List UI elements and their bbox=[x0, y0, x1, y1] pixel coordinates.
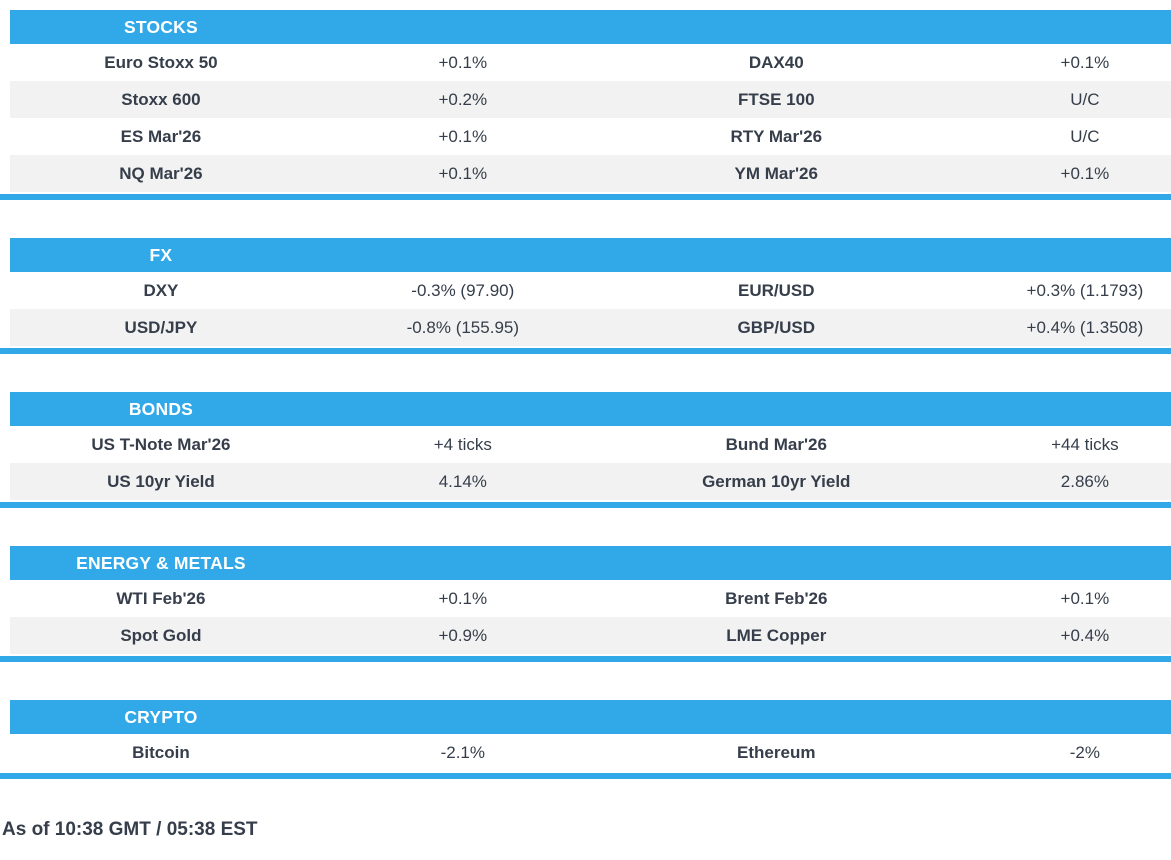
instrument-change: 4.14% bbox=[438, 471, 487, 491]
instrument-change: +0.1% bbox=[438, 588, 488, 608]
table-row: US T-Note Mar'26 +4 ticks Bund Mar'26 +4… bbox=[10, 426, 1171, 463]
instrument-name: Ethereum bbox=[737, 742, 816, 762]
table-row: US 10yr Yield 4.14% German 10yr Yield 2.… bbox=[10, 463, 1171, 500]
instrument-name: YM Mar'26 bbox=[734, 163, 818, 183]
instrument-change: -2.1% bbox=[440, 742, 485, 762]
market-table: CRYPTO Bitcoin -2.1% Ethereum -2% bbox=[0, 700, 1171, 779]
instrument-name: GBP/USD bbox=[737, 317, 815, 337]
market-table: ENERGY & METALS WTI Feb'26 +0.1% Brent F… bbox=[0, 546, 1171, 662]
table-title: FX bbox=[149, 244, 173, 265]
instrument-change: +0.1% bbox=[438, 163, 488, 183]
instrument-change: +0.1% bbox=[1060, 163, 1110, 183]
market-table: FX DXY -0.3% (97.90) EUR/USD +0.3% (1.17… bbox=[0, 238, 1171, 354]
instrument-name: DAX40 bbox=[748, 52, 804, 72]
table-title: CRYPTO bbox=[124, 706, 198, 727]
table-row: DXY -0.3% (97.90) EUR/USD +0.3% (1.1793) bbox=[10, 272, 1171, 309]
instrument-change: +4 ticks bbox=[433, 434, 492, 454]
market-table-body: CRYPTO Bitcoin -2.1% Ethereum -2% bbox=[10, 700, 1171, 771]
instrument-change: +0.1% bbox=[1060, 588, 1110, 608]
market-table-body: STOCKS Euro Stoxx 50 +0.1% DAX40 +0.1% S… bbox=[10, 10, 1171, 192]
market-table-body: FX DXY -0.3% (97.90) EUR/USD +0.3% (1.17… bbox=[10, 238, 1171, 346]
market-table: STOCKS Euro Stoxx 50 +0.1% DAX40 +0.1% S… bbox=[0, 10, 1171, 200]
table-rows: Euro Stoxx 50 +0.1% DAX40 +0.1% Stoxx 60… bbox=[10, 44, 1171, 192]
table-rows: Bitcoin -2.1% Ethereum -2% bbox=[10, 734, 1171, 771]
table-rows: WTI Feb'26 +0.1% Brent Feb'26 +0.1% Spot… bbox=[10, 580, 1171, 654]
table-header-bar: CRYPTO bbox=[10, 700, 1171, 734]
instrument-change: -0.3% (97.90) bbox=[411, 280, 515, 300]
table-title: BONDS bbox=[128, 398, 194, 419]
instrument-name: EUR/USD bbox=[738, 280, 815, 300]
table-row: ES Mar'26 +0.1% RTY Mar'26 U/C bbox=[10, 118, 1171, 155]
market-table-body: ENERGY & METALS WTI Feb'26 +0.1% Brent F… bbox=[10, 546, 1171, 654]
instrument-change: +0.2% bbox=[438, 89, 488, 109]
instrument-change: U/C bbox=[1070, 89, 1100, 109]
market-tables: STOCKS Euro Stoxx 50 +0.1% DAX40 +0.1% S… bbox=[0, 10, 1171, 779]
instrument-name: USD/JPY bbox=[124, 317, 198, 337]
market-snapshot-page: STOCKS Euro Stoxx 50 +0.1% DAX40 +0.1% S… bbox=[0, 10, 1171, 841]
table-row: Spot Gold +0.9% LME Copper +0.4% bbox=[10, 617, 1171, 654]
instrument-name: LME Copper bbox=[726, 625, 827, 645]
table-rows: US T-Note Mar'26 +4 ticks Bund Mar'26 +4… bbox=[10, 426, 1171, 500]
instrument-change: +0.3% (1.1793) bbox=[1026, 280, 1144, 300]
table-header-bar: STOCKS bbox=[10, 10, 1171, 44]
instrument-change: -2% bbox=[1069, 742, 1100, 762]
instrument-name: Stoxx 600 bbox=[121, 89, 201, 109]
instrument-change: +0.1% bbox=[1060, 52, 1110, 72]
instrument-name: German 10yr Yield bbox=[702, 471, 851, 491]
table-header-bar: ENERGY & METALS bbox=[10, 546, 1171, 580]
instrument-change: +44 ticks bbox=[1051, 434, 1119, 454]
instrument-name: US T-Note Mar'26 bbox=[91, 434, 231, 454]
instrument-name: WTI Feb'26 bbox=[116, 588, 206, 608]
instrument-change: +0.4% (1.3508) bbox=[1026, 317, 1144, 337]
instrument-name: DXY bbox=[143, 280, 179, 300]
instrument-name: Brent Feb'26 bbox=[725, 588, 828, 608]
market-table: BONDS US T-Note Mar'26 +4 ticks Bund Mar… bbox=[0, 392, 1171, 508]
instrument-change: +0.9% bbox=[438, 625, 488, 645]
table-row: WTI Feb'26 +0.1% Brent Feb'26 +0.1% bbox=[10, 580, 1171, 617]
instrument-change: +0.1% bbox=[438, 52, 488, 72]
table-title: STOCKS bbox=[124, 16, 198, 37]
instrument-change: +0.1% bbox=[438, 126, 488, 146]
table-row: NQ Mar'26 +0.1% YM Mar'26 +0.1% bbox=[10, 155, 1171, 192]
instrument-name: Bund Mar'26 bbox=[725, 434, 827, 454]
table-row: USD/JPY -0.8% (155.95) GBP/USD +0.4% (1.… bbox=[10, 309, 1171, 346]
instrument-name: Spot Gold bbox=[120, 625, 202, 645]
instrument-name: FTSE 100 bbox=[737, 89, 815, 109]
instrument-name: NQ Mar'26 bbox=[119, 163, 203, 183]
market-table-body: BONDS US T-Note Mar'26 +4 ticks Bund Mar… bbox=[10, 392, 1171, 500]
instrument-name: Bitcoin bbox=[132, 742, 190, 762]
table-row: Bitcoin -2.1% Ethereum -2% bbox=[10, 734, 1171, 771]
instrument-name: Euro Stoxx 50 bbox=[104, 52, 218, 72]
instrument-change: -0.8% (155.95) bbox=[406, 317, 520, 337]
instrument-name: ES Mar'26 bbox=[120, 126, 202, 146]
instrument-change: U/C bbox=[1070, 126, 1100, 146]
instrument-name: US 10yr Yield bbox=[107, 471, 215, 491]
instrument-name: RTY Mar'26 bbox=[730, 126, 823, 146]
table-title: ENERGY & METALS bbox=[76, 552, 246, 573]
table-header-bar: BONDS bbox=[10, 392, 1171, 426]
table-rows: DXY -0.3% (97.90) EUR/USD +0.3% (1.1793)… bbox=[10, 272, 1171, 346]
instrument-change: +0.4% bbox=[1060, 625, 1110, 645]
instrument-change: 2.86% bbox=[1060, 471, 1109, 491]
as-of-timestamp: As of 10:38 GMT / 05:38 EST bbox=[2, 819, 258, 840]
table-header-bar: FX bbox=[10, 238, 1171, 272]
table-row: Euro Stoxx 50 +0.1% DAX40 +0.1% bbox=[10, 44, 1171, 81]
table-row: Stoxx 600 +0.2% FTSE 100 U/C bbox=[10, 81, 1171, 118]
